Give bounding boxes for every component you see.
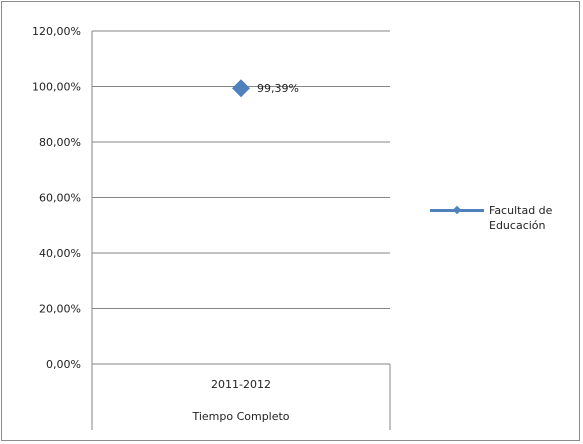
series-points: 99,39% [232,79,299,98]
y-tick-label: 0,00% [46,358,81,371]
legend-label: Facultad de Educación [489,204,553,232]
data-point-marker [232,79,250,98]
y-tick-label: 120,00% [32,25,81,38]
y-tick-label: 60,00% [39,192,81,205]
x-category-label: 2011-2012 [211,378,271,391]
x-group-label: Tiempo Completo [191,410,289,423]
y-tick-label: 20,00% [39,303,81,316]
y-axis-ticks: 0,00% 20,00% 40,00% 60,00% 80,00% 100,00% 120,… [32,25,81,371]
y-tick-label: 40,00% [39,247,81,260]
y-tick-label: 80,00% [39,136,81,149]
data-label: 99,39% [257,82,299,95]
y-tick-label: 100,00% [32,81,81,94]
